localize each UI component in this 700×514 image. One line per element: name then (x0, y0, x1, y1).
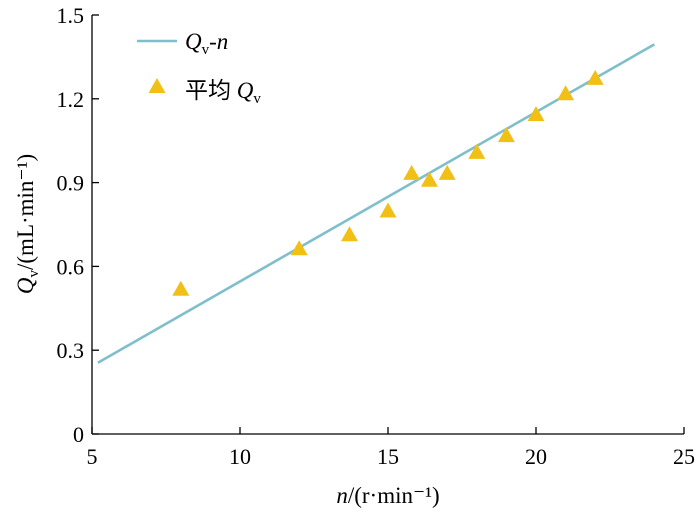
data-point-triangle (468, 143, 486, 159)
x-axis-label: n/(r·min⁻¹) (336, 483, 439, 508)
data-point-triangle (438, 164, 456, 180)
y-tick-label: 1.2 (57, 87, 85, 112)
legend-label-average: 平均 Qv (185, 78, 261, 107)
y-tick-label: 1.5 (57, 3, 85, 28)
y-axis-label: Qv/(mL·min⁻¹) (13, 154, 42, 294)
x-tick-label: 20 (525, 444, 547, 469)
axes: 5 10 15 20 25 0 0.3 0.6 0.9 1.2 1.5 (57, 3, 696, 469)
data-point-triangle (557, 85, 575, 101)
plot-area (97, 43, 656, 364)
data-point-triangle (527, 106, 545, 122)
y-tick-label: 0.3 (57, 338, 85, 363)
fit-line (97, 43, 656, 364)
data-point-triangle (172, 280, 190, 296)
data-point-triangle (403, 164, 421, 180)
axis-labels: n/(r·min⁻¹) Qv/(mL·min⁻¹) (13, 154, 440, 508)
x-tick-label: 5 (87, 444, 98, 469)
y-tick-label: 0.6 (57, 254, 85, 279)
x-tick-label: 10 (229, 444, 251, 469)
data-point-triangle (420, 171, 438, 187)
data-point-triangle (497, 127, 515, 143)
legend-triangle-swatch (148, 78, 166, 93)
legend-label-fit: Qv-n (185, 29, 228, 58)
data-point-triangle (379, 202, 397, 218)
data-point-triangle (586, 69, 604, 85)
data-point-triangle (290, 240, 308, 256)
x-tick-label: 25 (673, 444, 695, 469)
data-point-triangle (341, 226, 359, 242)
x-tick-label: 15 (377, 444, 399, 469)
y-tick-label: 0.9 (57, 171, 85, 196)
legend: Qv-n 平均 Qv (137, 29, 261, 107)
y-tick-label: 0 (73, 422, 84, 447)
